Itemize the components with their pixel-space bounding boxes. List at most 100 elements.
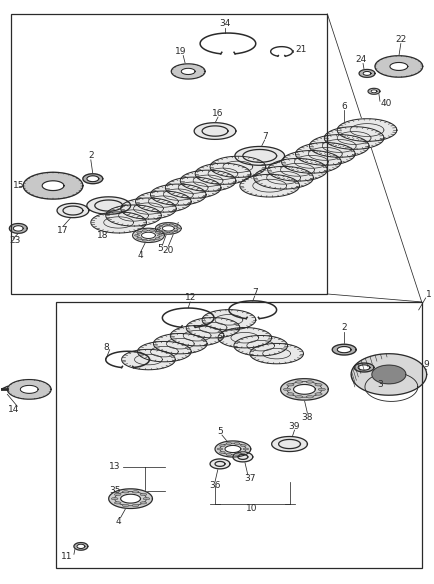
Ellipse shape — [287, 393, 294, 395]
Ellipse shape — [157, 228, 161, 229]
Polygon shape — [20, 385, 38, 394]
Polygon shape — [293, 384, 316, 394]
Polygon shape — [87, 197, 131, 214]
Polygon shape — [281, 378, 328, 400]
Polygon shape — [135, 191, 191, 212]
Polygon shape — [91, 212, 146, 233]
Text: 9: 9 — [424, 360, 429, 369]
Text: 6: 6 — [341, 102, 347, 111]
Text: 5: 5 — [158, 244, 163, 253]
Polygon shape — [371, 90, 377, 93]
Ellipse shape — [174, 230, 178, 232]
Polygon shape — [218, 328, 272, 348]
Polygon shape — [121, 494, 141, 503]
Ellipse shape — [155, 231, 160, 233]
Ellipse shape — [234, 443, 240, 444]
Text: 19: 19 — [174, 47, 186, 56]
Text: 11: 11 — [62, 552, 73, 561]
Polygon shape — [155, 223, 181, 234]
Ellipse shape — [132, 491, 139, 493]
Polygon shape — [106, 205, 161, 226]
Ellipse shape — [234, 454, 240, 456]
Text: 38: 38 — [302, 413, 313, 422]
Polygon shape — [268, 158, 327, 181]
Polygon shape — [170, 325, 224, 346]
Ellipse shape — [122, 491, 129, 493]
Polygon shape — [272, 436, 307, 451]
Text: 35: 35 — [109, 486, 121, 495]
Bar — [56, 302, 422, 568]
Polygon shape — [354, 363, 374, 372]
Ellipse shape — [306, 381, 313, 383]
Text: 1: 1 — [426, 290, 431, 300]
Polygon shape — [153, 333, 207, 354]
Text: 4: 4 — [138, 251, 143, 260]
Ellipse shape — [296, 381, 302, 383]
Polygon shape — [337, 346, 351, 353]
Ellipse shape — [143, 498, 150, 500]
Polygon shape — [132, 228, 164, 242]
Text: 23: 23 — [10, 236, 21, 245]
Polygon shape — [121, 198, 176, 219]
Ellipse shape — [217, 448, 223, 450]
Polygon shape — [141, 232, 155, 238]
Polygon shape — [171, 64, 205, 79]
Polygon shape — [233, 452, 253, 462]
Ellipse shape — [149, 230, 155, 231]
Polygon shape — [309, 135, 369, 157]
Ellipse shape — [142, 230, 148, 231]
Ellipse shape — [164, 224, 168, 225]
Polygon shape — [202, 310, 256, 330]
Polygon shape — [235, 147, 285, 165]
Text: 15: 15 — [13, 181, 25, 190]
Text: 12: 12 — [184, 294, 196, 303]
Text: 17: 17 — [57, 226, 69, 235]
Polygon shape — [194, 123, 236, 140]
Polygon shape — [351, 354, 427, 395]
Ellipse shape — [243, 448, 249, 450]
Polygon shape — [372, 365, 406, 384]
Ellipse shape — [306, 395, 313, 398]
Text: 8: 8 — [103, 343, 108, 352]
Text: 24: 24 — [355, 55, 367, 64]
Ellipse shape — [149, 239, 155, 241]
Polygon shape — [181, 68, 195, 75]
Ellipse shape — [158, 235, 162, 236]
Polygon shape — [337, 119, 397, 141]
Ellipse shape — [114, 502, 121, 504]
Text: 4: 4 — [116, 517, 122, 526]
Polygon shape — [180, 170, 236, 192]
Ellipse shape — [240, 444, 246, 447]
Polygon shape — [282, 151, 341, 173]
Polygon shape — [215, 441, 251, 457]
Polygon shape — [234, 335, 288, 356]
Text: 3: 3 — [377, 380, 383, 389]
Text: 10: 10 — [246, 504, 257, 513]
Polygon shape — [358, 365, 370, 370]
Text: 7: 7 — [252, 287, 258, 297]
Polygon shape — [254, 166, 313, 189]
Ellipse shape — [169, 224, 173, 225]
Polygon shape — [210, 459, 230, 469]
Ellipse shape — [164, 232, 168, 233]
Ellipse shape — [176, 228, 180, 229]
Polygon shape — [165, 177, 221, 198]
Polygon shape — [162, 226, 174, 231]
Ellipse shape — [226, 443, 232, 444]
Ellipse shape — [159, 225, 163, 227]
Polygon shape — [324, 127, 384, 150]
Text: 36: 36 — [209, 481, 221, 490]
Text: 18: 18 — [97, 231, 108, 240]
Text: 37: 37 — [244, 474, 256, 484]
Ellipse shape — [114, 493, 121, 496]
Polygon shape — [210, 157, 266, 178]
Ellipse shape — [142, 239, 148, 241]
Ellipse shape — [287, 384, 294, 386]
Ellipse shape — [315, 384, 322, 386]
Polygon shape — [250, 343, 303, 364]
Polygon shape — [87, 176, 99, 182]
Text: 39: 39 — [289, 422, 300, 430]
Polygon shape — [77, 544, 85, 548]
Polygon shape — [375, 55, 423, 77]
Polygon shape — [332, 344, 356, 355]
